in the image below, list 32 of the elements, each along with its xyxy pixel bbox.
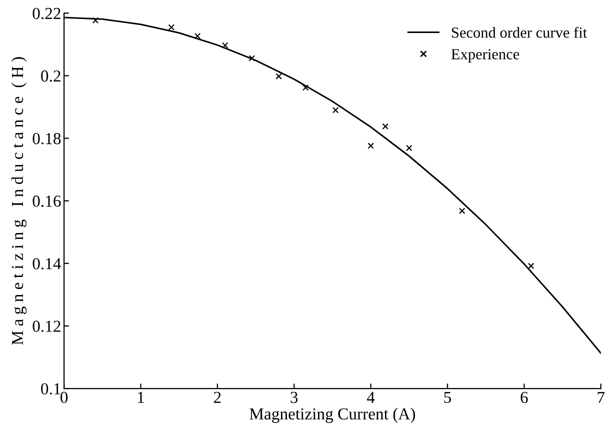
x-axis-title: Magnetizing Current (A) <box>250 408 416 423</box>
point <box>168 24 175 30</box>
x-tick-label: 7 <box>598 392 605 403</box>
y-tick-label: 0.1 <box>41 383 60 395</box>
point <box>458 208 466 214</box>
point <box>332 106 339 114</box>
point <box>194 32 201 40</box>
legend-label: Second order curve fit <box>452 26 588 38</box>
point <box>248 55 256 62</box>
x-tick-label: 4 <box>366 392 375 403</box>
point <box>92 17 99 24</box>
y-tick-label: 0.14 <box>32 258 62 270</box>
y-tick-label: 0.16 <box>32 196 61 207</box>
point <box>528 262 534 270</box>
y-tick-label: 0.18 <box>32 132 61 144</box>
y-tick-label: 0.22 <box>32 8 60 20</box>
y-tick-label: 0.12 <box>32 320 60 332</box>
x-tick-label: 2 <box>214 392 221 403</box>
x-tick-label: 1 <box>138 392 144 403</box>
point <box>302 84 309 91</box>
x-tick-label: 6 <box>520 392 528 404</box>
point <box>368 142 374 149</box>
x-tick-label: 3 <box>290 392 298 404</box>
point <box>382 123 389 130</box>
point <box>276 73 282 80</box>
y-tick-label: 0.2 <box>41 70 60 82</box>
x-tick-label: 0 <box>60 392 68 404</box>
point <box>222 42 228 49</box>
x-tick-label: 5 <box>444 392 451 404</box>
point <box>406 144 412 152</box>
legend-label: Experience <box>451 49 520 62</box>
y-axis-title: M a g n e t i z i n g I n d u c t a n c e ( H ) <box>11 57 27 345</box>
